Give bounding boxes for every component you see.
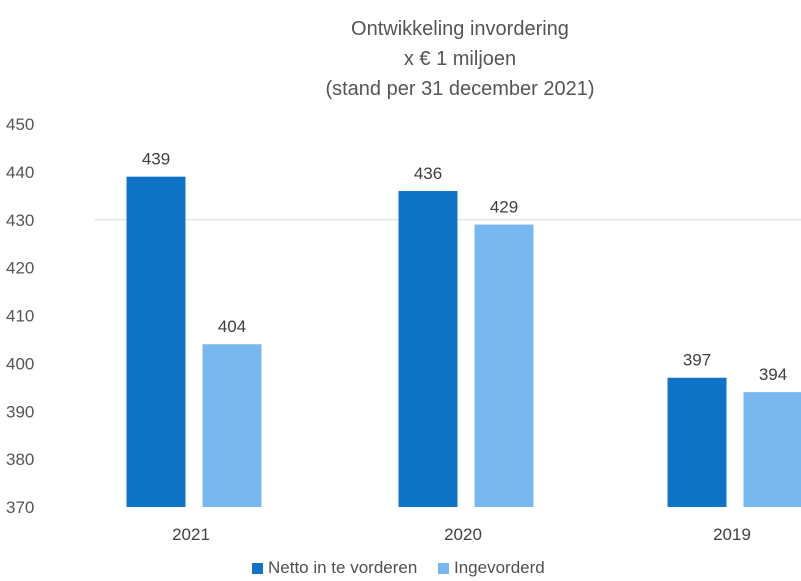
data-label-ingevorderd-2021: 404	[218, 317, 246, 336]
legend-label-ingevorderd: Ingevorderd	[454, 558, 545, 577]
legend-item-netto: Netto in te vorderen	[252, 558, 417, 578]
bar-ingevorderd-2021	[202, 344, 262, 507]
chart-subtitle-date: (stand per 31 december 2021)	[325, 78, 595, 100]
data-label-netto-2021: 439	[142, 150, 170, 169]
bar-netto-2019	[667, 377, 727, 507]
y-tick-label: 370	[6, 498, 34, 517]
legend-swatch-ingevorderd	[438, 562, 449, 574]
y-tick-label: 440	[6, 163, 34, 182]
y-tick-label: 410	[6, 307, 34, 326]
data-label-netto-2020: 436	[414, 164, 442, 183]
y-tick-label: 430	[6, 211, 34, 230]
y-tick-label: 380	[6, 450, 34, 469]
chart-title: Ontwikkeling invordering	[351, 18, 569, 40]
data-label-ingevorderd-2020: 429	[490, 198, 518, 217]
legend-swatch-netto	[252, 562, 263, 574]
chart-title-block: Ontwikkeling invordering x € 1 miljoen (…	[0, 14, 801, 104]
x-tick-label-2020: 2020	[444, 525, 482, 544]
data-label-ingevorderd-2019: 394	[759, 365, 787, 384]
bar-netto-2020	[398, 191, 458, 507]
chart-subtitle-unit: x € 1 miljoen	[403, 48, 517, 70]
x-tick-label-2019: 2019	[713, 525, 751, 544]
legend-item-ingevorderd: Ingevorderd	[438, 558, 545, 578]
y-tick-label: 400	[6, 354, 34, 373]
y-tick-label: 390	[6, 402, 34, 421]
x-tick-label-2021: 2021	[172, 525, 210, 544]
legend-label-netto: Netto in te vorderen	[268, 558, 418, 577]
bar-netto-2021	[126, 176, 186, 507]
bar-ingevorderd-2020	[474, 224, 534, 507]
bar-ingevorderd-2019	[743, 392, 801, 507]
data-label-netto-2019: 397	[683, 351, 711, 370]
y-tick-label: 450	[6, 115, 34, 134]
y-tick-label: 420	[6, 259, 34, 278]
